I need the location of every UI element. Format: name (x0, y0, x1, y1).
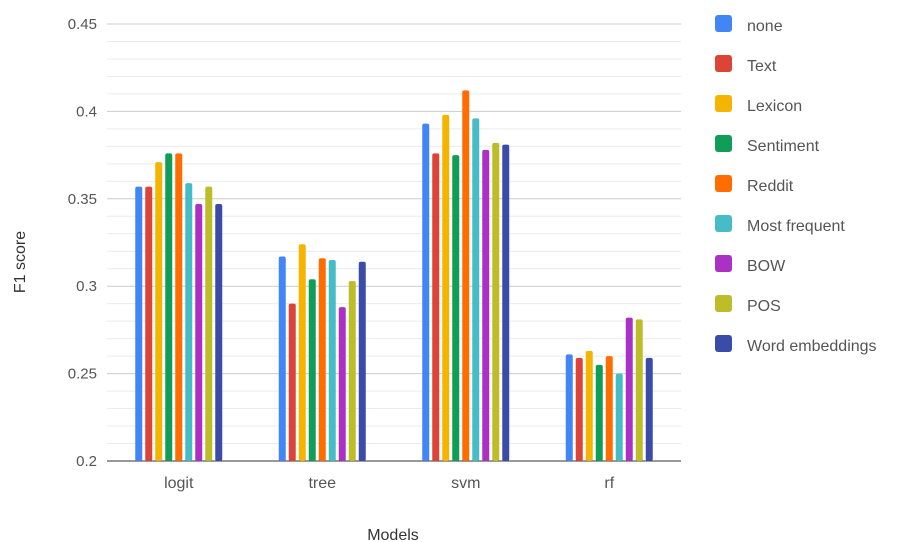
bar-logit-sentiment (165, 153, 173, 462)
bar-rf-word-embeddings (645, 357, 653, 461)
bar-rf-text (575, 357, 583, 461)
legend-swatch (715, 255, 732, 272)
y-axis-ticks: 0.2 0.25 0.3 0.35 0.4 0.45 (68, 16, 97, 470)
bar-svm-none (422, 123, 430, 462)
legend-swatch (715, 175, 732, 192)
gridlines (107, 23, 681, 462)
legend-swatch (715, 215, 732, 232)
bar-logit-bow (195, 204, 203, 461)
bar-rf-none (565, 354, 573, 461)
bar-svm-lexicon (442, 114, 450, 461)
legend-label: Text (747, 58, 777, 75)
y-tick-label: 0.45 (68, 16, 97, 33)
bar-svm-text (432, 153, 440, 462)
y-tick-label: 0.35 (68, 191, 97, 208)
x-category-label: rf (604, 475, 614, 492)
bar-tree-text (288, 303, 296, 461)
y-tick-label: 0.25 (68, 366, 97, 383)
y-tick-label: 0.2 (76, 453, 97, 470)
x-axis-title: Models (367, 527, 419, 542)
bar-rf-bow (625, 317, 633, 461)
bar-rf-lexicon (585, 350, 593, 461)
bar-svm-bow (482, 149, 490, 461)
bars (135, 90, 653, 462)
bar-logit-lexicon (155, 162, 163, 462)
bar-rf-pos (635, 319, 643, 461)
legend-label: POS (747, 298, 781, 315)
legend-swatch (715, 135, 732, 152)
bar-rf-reddit (605, 356, 613, 461)
legend-swatch (715, 335, 732, 352)
x-category-label: logit (164, 475, 194, 492)
bar-svm-reddit (462, 90, 470, 461)
bar-logit-reddit (175, 153, 183, 462)
legend-label: Reddit (747, 178, 794, 195)
bar-svm-pos (492, 142, 500, 461)
y-tick-label: 0.3 (76, 278, 97, 295)
y-tick-label: 0.4 (76, 103, 97, 120)
bar-tree-bow (338, 307, 346, 461)
bar-logit-word-embeddings (215, 204, 223, 461)
legend: none Text Lexicon Sentiment Reddit Most frequ… (715, 15, 877, 355)
legend-label: Lexicon (747, 98, 802, 115)
legend-label: BOW (747, 258, 786, 275)
legend-label: none (747, 18, 783, 35)
bar-tree-most-frequent (328, 259, 336, 461)
y-axis-title: F1 score (12, 231, 29, 293)
x-category-label: tree (308, 475, 336, 492)
bar-svm-sentiment (452, 155, 460, 461)
bar-tree-lexicon (298, 244, 306, 461)
legend-label: Word embeddings (747, 338, 877, 355)
bar-logit-none (135, 186, 143, 461)
legend-label: Sentiment (747, 138, 820, 155)
x-axis-categories: logit tree svm rf (164, 475, 615, 492)
x-category-label: svm (451, 475, 480, 492)
bar-rf-sentiment (595, 364, 603, 461)
legend-swatch (715, 15, 732, 32)
legend-swatch (715, 55, 732, 72)
legend-swatch (715, 295, 732, 312)
bar-tree-reddit (318, 258, 326, 461)
bar-tree-pos (348, 280, 356, 461)
bar-tree-word-embeddings (358, 261, 366, 461)
bar-logit-pos (205, 186, 213, 461)
legend-swatch (715, 95, 732, 112)
bar-svm-word-embeddings (502, 144, 510, 461)
bar-tree-sentiment (308, 279, 316, 461)
bar-logit-most-frequent (185, 183, 193, 461)
bar-tree-none (278, 256, 286, 461)
bar-rf-most-frequent (615, 373, 623, 461)
legend-label: Most frequent (747, 218, 845, 235)
bar-svm-most-frequent (472, 118, 480, 461)
bar-logit-text (145, 186, 153, 461)
